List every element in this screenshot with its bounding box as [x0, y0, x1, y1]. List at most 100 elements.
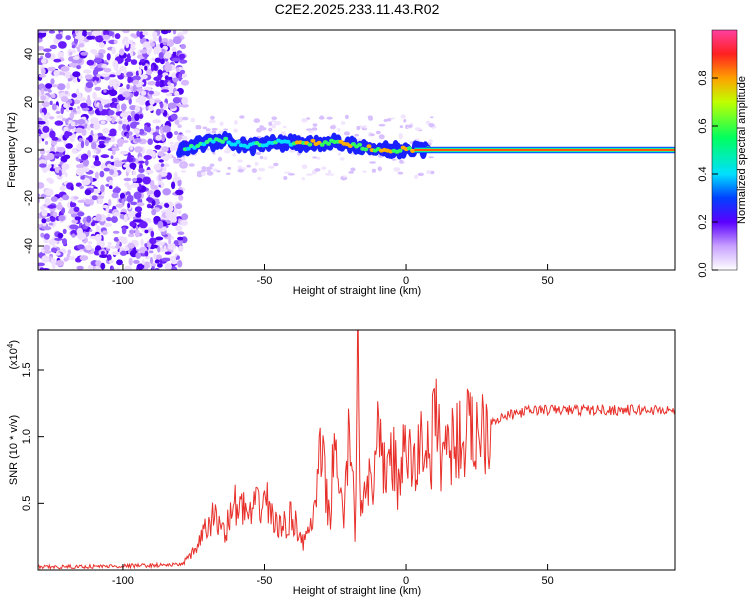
- heatmap-cell: [47, 204, 56, 209]
- heatmap-cell: [108, 209, 113, 213]
- heatmap-cell: [151, 199, 156, 207]
- heatmap-cell: [135, 177, 143, 184]
- heatmap-cell: [153, 163, 162, 171]
- heatmap-cell: [50, 247, 58, 253]
- heatmap-cell: [84, 189, 92, 196]
- heatmap-cell: [55, 260, 65, 267]
- snr-panel: -100 -50 0 50 0.5 1.0 1.5 Height of straight …: [6, 329, 676, 597]
- heatmap-cell: [114, 115, 118, 119]
- heatmap-cell: [176, 176, 181, 181]
- heatmap-cell: [160, 134, 166, 142]
- heatmap-cell: [44, 140, 49, 145]
- heatmap-cell: [44, 188, 54, 196]
- heatmap-cell: [79, 185, 84, 189]
- heatmap-cell: [38, 193, 41, 198]
- heatmap-cell: [180, 79, 190, 86]
- heatmap-cell: [120, 112, 129, 118]
- heatmap-cell: [71, 233, 76, 238]
- heatmap-cell: [60, 66, 70, 72]
- heatmap-cell: [126, 124, 131, 132]
- heatmap-cell: [68, 107, 73, 111]
- heatmap-cell: [343, 131, 350, 136]
- heatmap-cell: [391, 158, 397, 161]
- heatmap-cell: [157, 151, 165, 157]
- heatmap-cell: [126, 157, 134, 162]
- heatmap-cell: [158, 159, 164, 163]
- figure-title: C2E2.2025.233.11.43.R02: [275, 1, 440, 17]
- heatmap-cell: [150, 205, 154, 209]
- heatmap-cell: [86, 31, 93, 36]
- colorbar-tick-label: 0.6: [697, 118, 709, 133]
- heatmap-cell: [125, 41, 130, 49]
- heatmap-cell: [212, 152, 216, 155]
- heatmap-cell: [76, 46, 80, 50]
- heatmap-cell: [133, 191, 142, 200]
- heatmap-cell: [105, 99, 113, 104]
- heatmap-cell: [126, 194, 134, 203]
- heatmap-cell: [237, 159, 243, 163]
- heatmap-cell: [74, 216, 82, 221]
- heatmap-cell: [179, 59, 188, 64]
- heatmap-cell: [339, 157, 345, 161]
- heatmap-cell: [53, 69, 60, 77]
- heatmap-cell: [108, 132, 117, 137]
- heatmap-cell: [126, 84, 130, 90]
- heatmap-cell: [93, 160, 101, 167]
- heatmap-cell: [151, 208, 157, 216]
- heatmap-cell: [130, 43, 136, 47]
- heatmap-cell: [86, 124, 91, 131]
- heatmap-cell: [145, 169, 154, 174]
- heatmap-cell: [130, 110, 136, 117]
- heatmap-cell: [74, 35, 81, 40]
- heatmap-cell: [94, 80, 97, 86]
- heatmap-cell: [41, 218, 47, 224]
- heatmap-cell: [318, 116, 325, 120]
- heatmap-cell: [73, 206, 80, 213]
- heatmap-cell: [159, 102, 164, 109]
- heatmap-cell: [146, 197, 154, 202]
- heatmap-cell: [102, 230, 108, 235]
- heatmap-cell: [223, 128, 229, 131]
- heatmap-cell: [162, 125, 171, 133]
- heatmap-cell: [136, 202, 145, 207]
- heatmap-cell: [181, 213, 189, 221]
- heatmap-cell: [59, 161, 64, 166]
- heatmap-cell: [146, 68, 153, 75]
- heatmap-cell: [138, 156, 143, 161]
- heatmap-cell: [100, 154, 110, 159]
- heatmap-cell: [88, 135, 93, 143]
- heatmap-cell: [171, 222, 178, 227]
- heatmap-cell: [158, 52, 164, 60]
- heatmap-cell: [46, 152, 55, 161]
- heatmap-cell: [134, 146, 143, 153]
- heatmap-cell: [122, 240, 128, 245]
- heatmap-cell: [122, 30, 130, 34]
- heatmap-cell: [201, 171, 206, 177]
- heatmap-cell: [108, 89, 118, 97]
- heatmap-cell: [56, 174, 64, 179]
- heatmap-cell: [41, 255, 50, 263]
- heatmap-cell: [138, 160, 145, 164]
- heatmap-cell: [130, 59, 138, 65]
- heatmap-cell: [84, 74, 93, 80]
- heatmap-cell: [40, 133, 49, 139]
- heatmap-cell: [174, 90, 180, 97]
- heatmap-cell: [168, 76, 173, 81]
- heatmap-cell: [149, 237, 157, 245]
- heatmap-cell: [160, 163, 165, 168]
- heatmap-cell: [211, 127, 218, 131]
- heatmap-cell: [70, 121, 76, 127]
- heatmap-cell: [97, 198, 104, 205]
- heatmap-cell: [151, 263, 157, 267]
- heatmap-cell: [164, 64, 172, 72]
- heatmap-cell: [63, 240, 67, 246]
- snr-x-ticks: -100 -50 0 50: [112, 564, 554, 587]
- heatmap-cell: [41, 58, 47, 64]
- heatmap-cell: [159, 58, 165, 65]
- heatmap-cell: [108, 199, 112, 207]
- heatmap-cell: [90, 117, 99, 125]
- heatmap-cell: [38, 38, 43, 43]
- heatmap-cell: [91, 142, 97, 150]
- heatmap-cell: [150, 257, 153, 264]
- heatmap-cell: [43, 233, 50, 240]
